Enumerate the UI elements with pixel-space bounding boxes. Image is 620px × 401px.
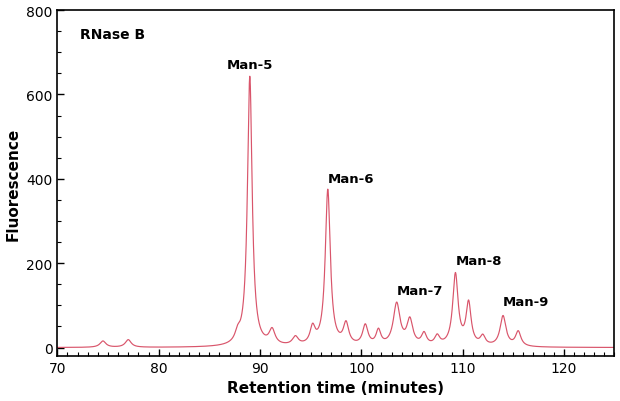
- X-axis label: Retention time (minutes): Retention time (minutes): [228, 381, 445, 395]
- Text: Man-5: Man-5: [227, 59, 273, 72]
- Text: Man-6: Man-6: [328, 173, 374, 186]
- Y-axis label: Fluorescence: Fluorescence: [6, 127, 20, 240]
- Text: Man-9: Man-9: [503, 295, 549, 308]
- Text: Man-8: Man-8: [456, 255, 502, 268]
- Text: Man-7: Man-7: [397, 284, 443, 297]
- Text: RNase B: RNase B: [79, 28, 144, 42]
